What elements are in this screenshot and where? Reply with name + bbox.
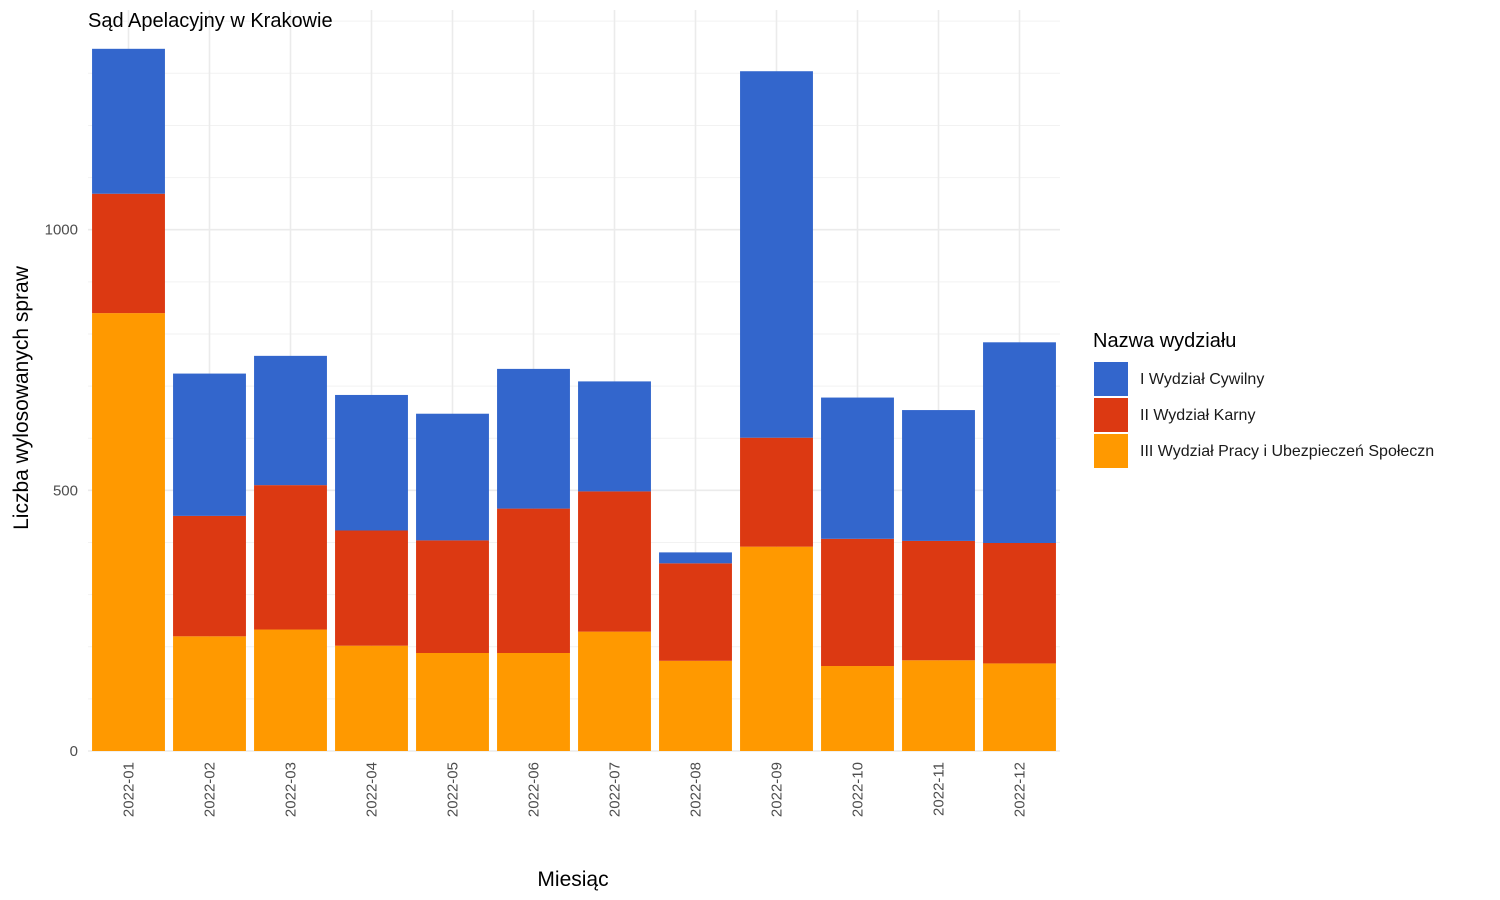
bar-segment-series-2 [92, 193, 165, 314]
bar-segment-series-2 [740, 437, 813, 547]
bar-segment-series-1 [821, 666, 894, 751]
bar-segment-series-2 [821, 538, 894, 667]
bar-segment-series-1 [983, 663, 1056, 751]
x-tick-label: 2022-12 [1012, 762, 1029, 817]
bar-segment-series-1 [497, 652, 570, 751]
bar-segment-series-3 [578, 381, 651, 492]
bar-segment-series-1 [173, 636, 246, 751]
x-tick-label: 2022-01 [121, 762, 138, 817]
bar-stack-2022-09 [740, 71, 813, 751]
legend-swatch [1094, 398, 1128, 432]
x-tick-label: 2022-10 [850, 762, 867, 817]
x-tick-label: 2022-03 [283, 762, 300, 817]
legend-swatch [1094, 434, 1128, 468]
bar-segment-series-2 [497, 508, 570, 653]
legend-swatch [1094, 362, 1128, 396]
legend-item: III Wydział Pracy i Ubezpieczeń Społeczn [1094, 434, 1434, 468]
bar-stack-2022-08 [659, 552, 732, 751]
bar-segment-series-2 [983, 543, 1056, 664]
bar-segment-series-1 [578, 631, 651, 751]
bar-segment-series-2 [578, 491, 651, 632]
bar-segment-series-3 [92, 48, 165, 194]
bar-segment-series-2 [173, 515, 246, 637]
legend: Nazwa wydziału I Wydział Cywilny II Wydzi… [1093, 330, 1434, 468]
bar-segment-series-3 [659, 552, 732, 564]
x-axis-ticks: 2022-01 2022-02 2022-03 2022-04 2022-05 2022-… [121, 762, 1029, 817]
legend-title: Nazwa wydziału [1093, 330, 1236, 352]
bar-stack-2022-11 [902, 410, 975, 751]
legend-label: II Wydział Karny [1140, 407, 1255, 424]
bar-segment-series-3 [416, 413, 489, 541]
bar-segment-series-1 [740, 546, 813, 751]
x-tick-label: 2022-09 [769, 762, 786, 817]
y-axis-title: Liczba wylosowanych spraw [10, 265, 33, 530]
bar-segment-series-3 [497, 368, 570, 509]
x-tick-label: 2022-07 [607, 762, 624, 817]
bar-segment-series-2 [254, 485, 327, 630]
bar-stack-2022-01 [92, 48, 165, 751]
bar-segment-series-1 [254, 629, 327, 751]
bar-segment-series-3 [821, 397, 894, 539]
bar-stack-2022-07 [578, 381, 651, 751]
bar-segment-series-3 [254, 355, 327, 486]
legend-item: II Wydział Karny [1094, 398, 1255, 432]
legend-item: I Wydział Cywilny [1094, 362, 1264, 396]
x-axis-title: Miesiąc [537, 868, 608, 891]
bar-stacks [92, 48, 1056, 751]
bar-segment-series-3 [740, 71, 813, 438]
chart-title: Sąd Apelacyjny w Krakowie [88, 10, 333, 32]
bar-stack-2022-06 [497, 368, 570, 751]
y-axis-ticks: 0 500 1000 [45, 222, 78, 760]
bar-stack-2022-02 [173, 373, 246, 751]
x-tick-label: 2022-08 [688, 762, 705, 817]
bar-stack-2022-03 [254, 355, 327, 751]
x-tick-label: 2022-04 [364, 762, 381, 817]
bar-segment-series-1 [416, 652, 489, 751]
y-tick-label: 0 [70, 743, 78, 760]
x-tick-label: 2022-06 [526, 762, 543, 817]
legend-label: III Wydział Pracy i Ubezpieczeń Społeczn [1140, 443, 1434, 460]
bar-segment-series-3 [173, 373, 246, 516]
bar-segment-series-3 [902, 410, 975, 541]
bar-segment-series-3 [335, 394, 408, 531]
x-tick-label: 2022-11 [931, 762, 948, 816]
legend-label: I Wydział Cywilny [1140, 371, 1264, 388]
bar-stack-2022-12 [983, 342, 1056, 751]
y-tick-label: 500 [53, 482, 78, 499]
bar-segment-series-3 [983, 342, 1056, 544]
bar-stack-2022-04 [335, 394, 408, 751]
bar-segment-series-1 [335, 645, 408, 751]
x-tick-label: 2022-02 [202, 762, 219, 817]
bar-segment-series-2 [902, 540, 975, 661]
bar-segment-series-1 [902, 660, 975, 751]
x-tick-label: 2022-05 [445, 762, 462, 817]
bar-segment-series-2 [659, 563, 732, 661]
bar-stack-2022-05 [416, 413, 489, 751]
bar-segment-series-1 [659, 660, 732, 751]
bar-stack-2022-10 [821, 397, 894, 751]
bar-segment-series-1 [92, 313, 165, 751]
y-tick-label: 1000 [45, 222, 78, 239]
bar-segment-series-2 [416, 540, 489, 653]
bar-segment-series-2 [335, 530, 408, 646]
